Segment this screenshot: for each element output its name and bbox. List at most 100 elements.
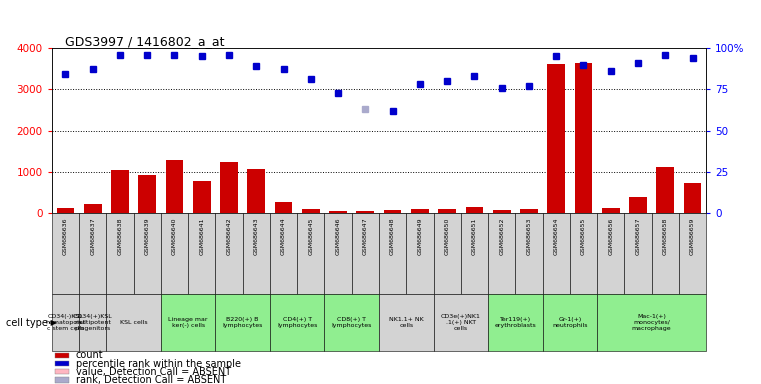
Bar bbox=[84, 204, 101, 213]
Bar bbox=[379, 294, 434, 351]
Bar bbox=[193, 180, 211, 213]
Text: GSM686637: GSM686637 bbox=[90, 217, 95, 255]
Text: Lineage mar
ker(-) cells: Lineage mar ker(-) cells bbox=[168, 317, 208, 328]
Text: GSM686657: GSM686657 bbox=[635, 217, 641, 255]
Bar bbox=[379, 213, 406, 294]
Bar bbox=[651, 213, 679, 294]
Bar bbox=[466, 207, 483, 213]
Bar bbox=[330, 212, 347, 213]
Text: GSM686656: GSM686656 bbox=[608, 217, 613, 255]
Text: GSM686640: GSM686640 bbox=[172, 217, 177, 255]
Bar bbox=[411, 209, 428, 213]
Bar bbox=[683, 184, 702, 213]
Bar bbox=[270, 294, 324, 351]
Bar bbox=[543, 213, 570, 294]
Text: GSM686645: GSM686645 bbox=[308, 217, 314, 255]
Bar bbox=[55, 353, 69, 358]
Text: Gr-1(+)
neutrophils: Gr-1(+) neutrophils bbox=[552, 317, 587, 328]
Bar bbox=[434, 294, 488, 351]
Text: cell type: cell type bbox=[6, 318, 48, 328]
Text: ▶: ▶ bbox=[48, 318, 57, 327]
Bar bbox=[679, 213, 706, 294]
Bar bbox=[657, 167, 674, 213]
Bar bbox=[406, 213, 434, 294]
Text: Mac-1(+)
monocytes/
macrophage: Mac-1(+) monocytes/ macrophage bbox=[632, 314, 671, 331]
Bar bbox=[543, 294, 597, 351]
Text: GSM686655: GSM686655 bbox=[581, 217, 586, 255]
Bar bbox=[570, 213, 597, 294]
Text: GSM686659: GSM686659 bbox=[690, 217, 695, 255]
Bar bbox=[161, 213, 188, 294]
Text: CD34(+)KSL
multipotent
progenitors: CD34(+)KSL multipotent progenitors bbox=[73, 314, 112, 331]
Bar bbox=[55, 377, 69, 382]
Text: GSM686649: GSM686649 bbox=[417, 217, 422, 255]
Bar bbox=[629, 197, 647, 213]
Text: percentile rank within the sample: percentile rank within the sample bbox=[76, 359, 241, 369]
Bar bbox=[55, 361, 69, 366]
Bar bbox=[275, 202, 292, 213]
Bar bbox=[270, 213, 297, 294]
Text: B220(+) B
lymphocytes: B220(+) B lymphocytes bbox=[222, 317, 263, 328]
Bar bbox=[597, 294, 706, 351]
Bar bbox=[243, 213, 270, 294]
Bar bbox=[575, 63, 592, 213]
Text: CD34(-)KSL
hematopoiet
c stem cells: CD34(-)KSL hematopoiet c stem cells bbox=[45, 314, 85, 331]
Text: KSL cells: KSL cells bbox=[119, 320, 148, 325]
Text: Ter119(+)
erythroblasts: Ter119(+) erythroblasts bbox=[495, 317, 537, 328]
Bar bbox=[488, 294, 543, 351]
Bar bbox=[597, 213, 624, 294]
Bar bbox=[161, 294, 215, 351]
Text: GSM686658: GSM686658 bbox=[663, 217, 668, 255]
Bar bbox=[134, 213, 161, 294]
Text: rank, Detection Call = ABSENT: rank, Detection Call = ABSENT bbox=[76, 375, 226, 384]
Bar bbox=[488, 213, 515, 294]
Bar bbox=[56, 208, 75, 213]
Bar bbox=[139, 175, 156, 213]
Bar bbox=[107, 294, 161, 351]
Text: CD3e(+)NK1
.1(+) NKT
cells: CD3e(+)NK1 .1(+) NKT cells bbox=[441, 314, 481, 331]
Bar bbox=[324, 294, 379, 351]
Text: GSM686654: GSM686654 bbox=[554, 217, 559, 255]
Bar bbox=[52, 294, 79, 351]
Text: GSM686638: GSM686638 bbox=[117, 217, 123, 255]
Text: GSM686639: GSM686639 bbox=[145, 217, 150, 255]
Bar bbox=[107, 213, 134, 294]
Bar bbox=[166, 160, 183, 213]
Text: GSM686648: GSM686648 bbox=[390, 217, 395, 255]
Bar bbox=[624, 213, 651, 294]
Text: NK1.1+ NK
cells: NK1.1+ NK cells bbox=[389, 317, 424, 328]
Bar bbox=[602, 208, 619, 213]
Text: GSM686653: GSM686653 bbox=[527, 217, 531, 255]
Text: GSM686646: GSM686646 bbox=[336, 217, 341, 255]
Text: CD8(+) T
lymphocytes: CD8(+) T lymphocytes bbox=[332, 317, 372, 328]
Text: value, Detection Call = ABSENT: value, Detection Call = ABSENT bbox=[76, 367, 231, 377]
Bar bbox=[188, 213, 215, 294]
Text: count: count bbox=[76, 351, 103, 361]
Bar bbox=[384, 210, 402, 213]
Bar bbox=[247, 169, 265, 213]
Text: GSM686647: GSM686647 bbox=[363, 217, 368, 255]
Bar bbox=[547, 64, 565, 213]
Bar bbox=[220, 162, 238, 213]
Bar bbox=[52, 213, 79, 294]
Bar bbox=[324, 213, 352, 294]
Text: GSM686650: GSM686650 bbox=[444, 217, 450, 255]
Text: GSM686643: GSM686643 bbox=[253, 217, 259, 255]
Text: GSM686651: GSM686651 bbox=[472, 217, 477, 255]
Text: GSM686642: GSM686642 bbox=[227, 217, 231, 255]
Bar bbox=[520, 209, 538, 213]
Bar bbox=[297, 213, 324, 294]
Text: CD4(+) T
lymphocytes: CD4(+) T lymphocytes bbox=[277, 317, 317, 328]
Bar bbox=[438, 209, 456, 213]
Bar bbox=[352, 213, 379, 294]
Text: GSM686652: GSM686652 bbox=[499, 217, 505, 255]
Bar bbox=[55, 369, 69, 374]
Bar bbox=[215, 294, 270, 351]
Bar bbox=[493, 210, 511, 213]
Text: GSM686644: GSM686644 bbox=[281, 217, 286, 255]
Bar bbox=[79, 213, 107, 294]
Bar bbox=[111, 170, 129, 213]
Bar bbox=[79, 294, 107, 351]
Bar bbox=[460, 213, 488, 294]
Text: GSM686641: GSM686641 bbox=[199, 217, 204, 255]
